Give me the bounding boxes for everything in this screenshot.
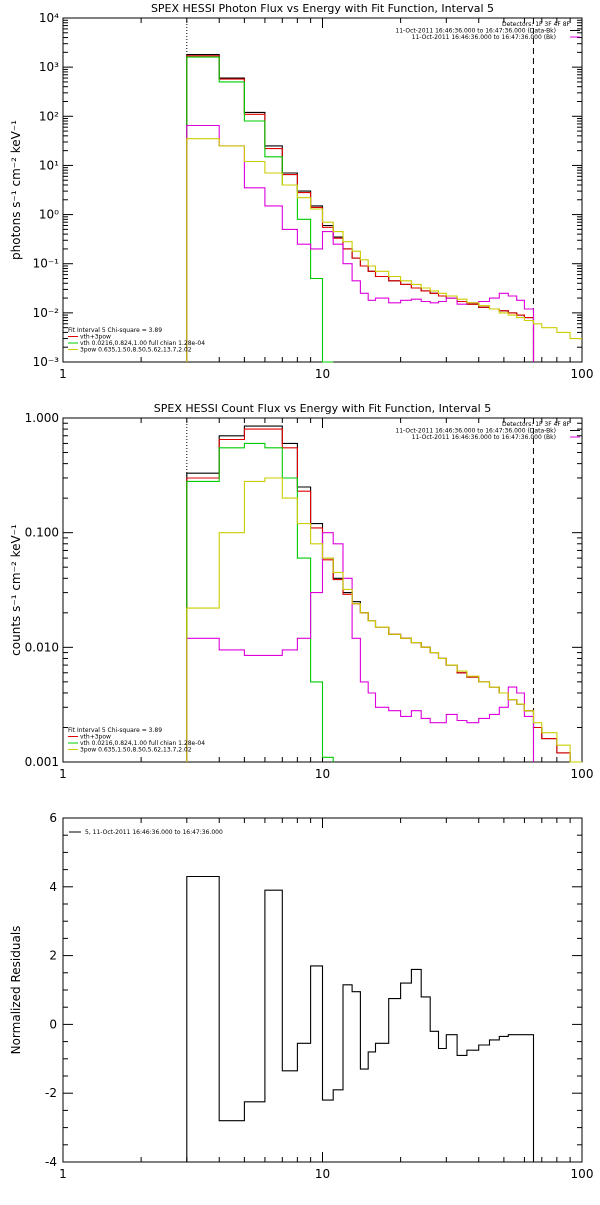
legend-entry: vth 0.0216,0.824,1.00 full chian 1.28e-0… (80, 740, 205, 747)
header-text-line: Detectors: 1F 3F 4F 8F (502, 421, 571, 428)
legend-entry: Fit Interval 5 Chi-square = 3.89 (68, 727, 162, 734)
series-1-line (186, 425, 582, 763)
y-tick-label: 0 (49, 1017, 57, 1031)
x-tick-label: 10 (315, 1167, 330, 1181)
header-text-line: 11-Oct-2011 16:46:36.000 to 16:47:36.000… (395, 428, 556, 435)
y-tick-label: 0.001 (25, 755, 59, 769)
y-tick-label: -4 (45, 1155, 57, 1169)
series-4-line (186, 532, 535, 762)
y-tick-label: 10⁻³ (33, 355, 60, 369)
chart-title: SPEX HESSI Photon Flux vs Energy with Fi… (151, 2, 494, 15)
x-tick-label: 100 (571, 367, 594, 381)
y-tick-label: 0.010 (25, 640, 59, 654)
y-tick-label: 10³ (39, 60, 59, 74)
series-3-line (186, 442, 334, 762)
chart-panel-3: 1 10 100 -4 -2 0 2 4 6 Normalized Residuals 5, 11-… (9, 811, 593, 1181)
header-text-line: 11-Oct-2011 16:46:36.000 to 16:47:36.000… (395, 28, 556, 35)
chart-panel-1: SPEX HESSI Photon Flux vs Energy with Fi… (9, 2, 593, 381)
y-tick-label: 10⁻² (33, 306, 60, 320)
chart-title: SPEX HESSI Count Flux vs Energy with Fit… (154, 402, 491, 415)
header-text-line: Detectors: 1F 3F 4F 8F (502, 21, 571, 28)
y-tick-label: -2 (45, 1086, 57, 1100)
y-tick-label: 2 (49, 949, 57, 963)
y-tick-label: 10⁴ (39, 11, 59, 25)
x-tick-label: 100 (571, 1167, 594, 1181)
header-text-line: 11-Oct-2011 16:46:36.000 to 16:47:36.000… (412, 34, 556, 41)
y-axis-label: Normalized Residuals (9, 926, 23, 1055)
x-tick-label: 10 (315, 767, 330, 781)
series-5-line (186, 138, 582, 362)
legend-entry: 3pow 0.635,1.50,8.50,5.62,13.7,2.02 (80, 747, 192, 754)
header-text-line: 11-Oct-2011 16:46:36.000 to 16:47:36.000… (412, 434, 556, 441)
series-1-line (186, 875, 535, 1162)
legend-entry: 5, 11-Oct-2011 16:46:36.000 to 16:47:36.… (85, 829, 223, 836)
y-axis-label: photons s⁻¹ cm⁻² keV⁻¹ (9, 120, 23, 260)
y-tick-label: 1.000 (25, 411, 59, 425)
y-tick-label: 10⁰ (39, 208, 59, 222)
x-tick-label: 1 (59, 367, 67, 381)
legend-entry: 3pow 0.635,1.50,8.50,5.62,13.7,2.02 (80, 347, 192, 354)
y-tick-label: 4 (49, 880, 57, 894)
series-4-line (186, 124, 535, 362)
y-tick-label: 10² (39, 109, 59, 123)
y-axis-label: counts s⁻¹ cm⁻² keV⁻¹ (9, 524, 23, 656)
x-tick-label: 1 (59, 767, 67, 781)
legend-entry: vth+3pow (80, 734, 111, 741)
x-tick-label: 10 (315, 367, 330, 381)
series-2-line (186, 55, 535, 362)
legend-entry: Fit Interval 5 Chi-square = 3.89 (68, 327, 162, 334)
legend-entry: vth+3pow (80, 334, 111, 341)
y-tick-label: 0.100 (25, 526, 59, 540)
chart-panel-2: SPEX HESSI Count Flux vs Energy with Fit… (9, 402, 593, 781)
y-tick-label: 10⁻¹ (33, 257, 60, 271)
y-tick-label: 10¹ (39, 158, 59, 172)
legend-entry: vth 0.0216,0.824,1.00 full chian 1.28e-0… (80, 340, 205, 347)
series-1-line (186, 54, 535, 362)
series-5-line (186, 477, 582, 763)
y-tick-label: 6 (49, 811, 57, 825)
x-tick-label: 1 (59, 1167, 67, 1181)
series-2-line (186, 428, 582, 763)
series-3-line (186, 56, 334, 363)
x-tick-label: 100 (571, 767, 594, 781)
